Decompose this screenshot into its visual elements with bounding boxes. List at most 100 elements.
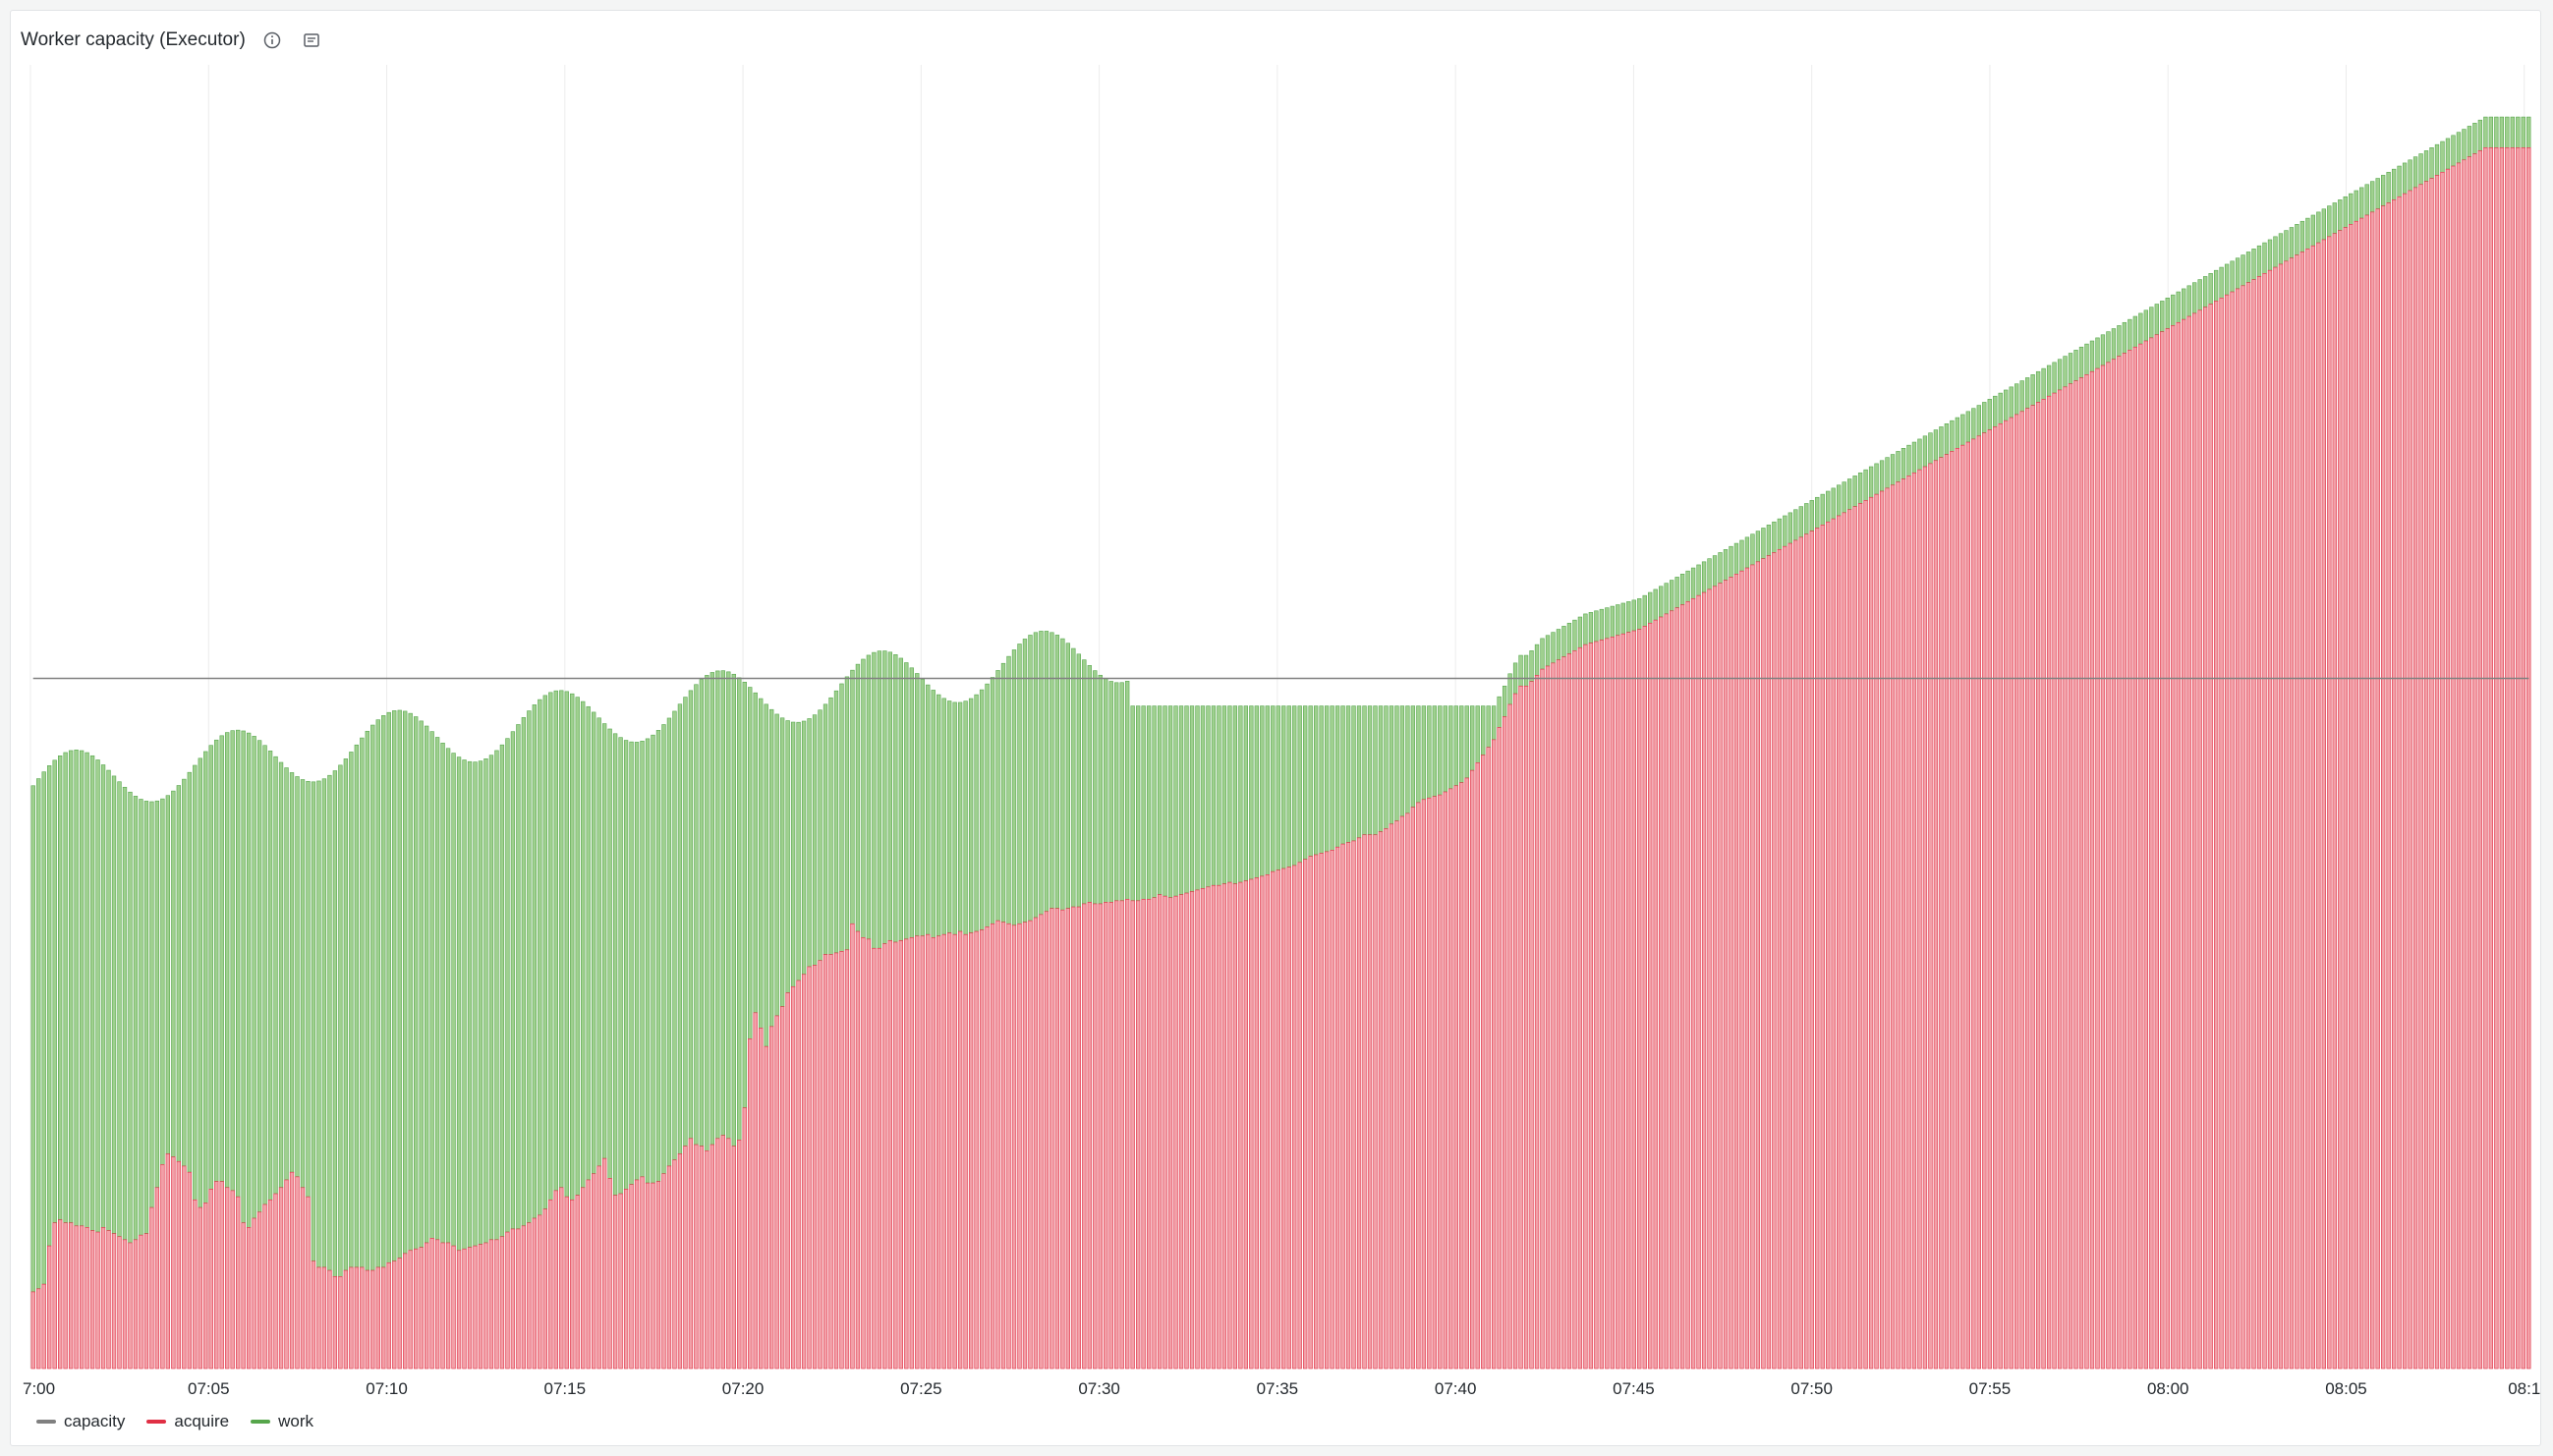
bar-work xyxy=(1033,632,1039,919)
bar-acquire xyxy=(2117,356,2122,1370)
bar-acquire xyxy=(1928,463,1933,1370)
notes-icon[interactable] xyxy=(299,28,324,53)
legend-label-work: work xyxy=(278,1412,314,1430)
legend-item-capacity[interactable]: capacity xyxy=(36,1412,125,1431)
bar-work xyxy=(1119,682,1124,902)
bar-work xyxy=(1125,681,1130,900)
bar-acquire xyxy=(882,943,887,1370)
bar-work xyxy=(1718,552,1723,584)
bar-acquire xyxy=(1616,635,1620,1370)
bar-work xyxy=(451,753,456,1247)
bar-work xyxy=(801,720,807,976)
bar-acquire xyxy=(1033,917,1039,1370)
bar-work xyxy=(1281,705,1286,869)
bar-work xyxy=(1653,588,1658,621)
bar-acquire xyxy=(354,1266,360,1370)
bar-work xyxy=(542,695,547,1209)
bar-work xyxy=(1221,705,1227,884)
bar-work xyxy=(2078,346,2084,378)
bar-work xyxy=(478,760,483,1245)
bar-acquire xyxy=(2262,273,2267,1370)
bar-acquire xyxy=(2267,269,2273,1370)
bar-work xyxy=(2488,116,2494,148)
bar-work xyxy=(2186,285,2191,317)
bar-work xyxy=(68,750,74,1223)
bar-work xyxy=(2359,187,2364,219)
bar-acquire xyxy=(2505,147,2510,1370)
bar-work xyxy=(904,662,909,940)
bar-acquire xyxy=(1868,496,1874,1370)
bar-work xyxy=(2456,132,2462,164)
bar-acquire xyxy=(629,1184,634,1370)
bar-acquire xyxy=(2477,150,2483,1370)
bar-work xyxy=(1130,705,1135,902)
bar-work xyxy=(306,781,311,1198)
bar-work xyxy=(2349,193,2354,225)
bar-acquire xyxy=(2310,245,2316,1370)
bar-work xyxy=(1729,545,1733,578)
legend-item-work[interactable]: work xyxy=(251,1412,313,1431)
bar-work xyxy=(1254,705,1259,878)
bar-acquire xyxy=(1394,820,1399,1370)
bar-work xyxy=(1761,528,1766,559)
bar-work xyxy=(1265,705,1270,875)
bar-work xyxy=(1987,399,1992,430)
bar-acquire xyxy=(2149,337,2154,1370)
bar-acquire xyxy=(1744,567,1750,1370)
bar-acquire xyxy=(2386,202,2391,1370)
bar-acquire xyxy=(1330,850,1334,1370)
bar-acquire xyxy=(1157,894,1163,1370)
bar-work xyxy=(2089,340,2095,372)
bar-acquire xyxy=(1367,834,1373,1370)
bar-acquire xyxy=(1362,834,1367,1370)
bar-work xyxy=(1276,705,1280,870)
bar-work xyxy=(89,755,95,1231)
bar-work xyxy=(623,740,629,1190)
bar-work xyxy=(1594,610,1599,643)
bar-acquire xyxy=(1276,869,1280,1370)
bar-work xyxy=(2412,156,2418,189)
bar-work xyxy=(311,781,316,1262)
info-icon[interactable] xyxy=(259,28,285,53)
bar-work xyxy=(2057,359,2063,391)
bar-work xyxy=(338,764,343,1277)
bar-acquire xyxy=(1885,487,1890,1370)
bar-acquire xyxy=(85,1227,89,1370)
bar-acquire xyxy=(273,1193,278,1370)
bar-work xyxy=(1243,705,1249,881)
x-tick-label: 07:50 xyxy=(1790,1379,1833,1398)
bar-work xyxy=(1577,616,1583,648)
bar-work xyxy=(187,771,192,1173)
bar-acquire xyxy=(1566,653,1572,1370)
bar-work xyxy=(434,737,440,1241)
bar-acquire xyxy=(1410,807,1416,1370)
legend-item-acquire[interactable]: acquire xyxy=(146,1412,229,1431)
bar-work xyxy=(1583,613,1588,645)
bar-work xyxy=(796,721,801,981)
bar-acquire xyxy=(1076,906,1081,1370)
bar-work xyxy=(246,732,252,1228)
bar-acquire xyxy=(171,1156,176,1370)
bar-acquire xyxy=(2278,263,2284,1370)
bar-acquire xyxy=(214,1181,219,1370)
bar-acquire xyxy=(915,935,920,1370)
bar-work xyxy=(1679,574,1685,605)
bar-work xyxy=(392,710,397,1262)
bar-acquire xyxy=(1944,454,1950,1370)
bar-acquire xyxy=(252,1217,256,1370)
bar-work xyxy=(133,796,139,1241)
bar-acquire xyxy=(241,1222,246,1370)
bar-work xyxy=(419,720,424,1248)
bar-work xyxy=(1410,705,1416,808)
bar-work xyxy=(2182,288,2186,320)
bar-work xyxy=(629,741,634,1185)
bar-acquire xyxy=(52,1222,57,1370)
x-tick-label: 07:30 xyxy=(1078,1379,1120,1398)
bar-acquire xyxy=(381,1266,386,1370)
bar-acquire xyxy=(516,1228,521,1370)
bar-acquire xyxy=(2063,386,2068,1370)
bar-acquire xyxy=(1104,902,1108,1370)
bar-acquire xyxy=(1965,441,1970,1370)
bar-work xyxy=(2132,315,2138,348)
bar-acquire xyxy=(612,1195,618,1370)
